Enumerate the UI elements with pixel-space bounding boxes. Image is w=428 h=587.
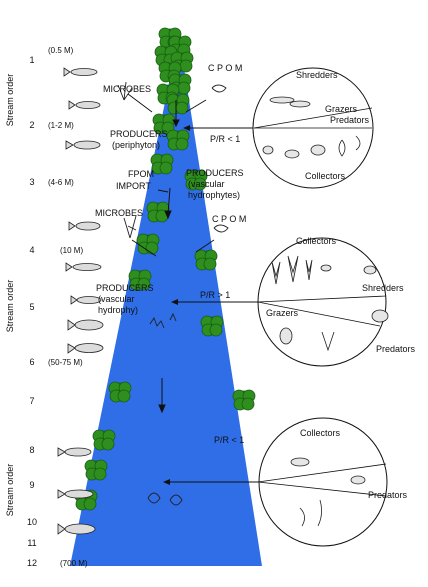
ratio-upper: P/R < 1 [210,134,240,144]
riparian-trees [74,27,256,511]
label-pointers [127,93,215,257]
producers-periphyton-sub: (periphyton) [112,140,160,150]
order-5: 5 [29,302,34,312]
leaf-icon [213,224,229,233]
lower-predators: Predators [368,490,408,500]
fish-icon [57,523,96,535]
order-8: 8 [29,445,34,455]
tree-icon [128,269,152,291]
middle-predators: Predators [376,344,416,354]
community-circle-upper: P/R < 1 Shredders Grazers Predators Coll… [183,67,374,189]
order-9: 9 [29,480,34,490]
tree-icon [232,389,256,411]
width-order-6: (50-75 M) [48,358,83,367]
width-order-2: (1-2 M) [48,121,74,130]
fish-icon [67,319,104,331]
order-11: 11 [27,538,36,548]
community-circle-middle: P/R > 1 Collectors Shredders Grazers Pre… [171,236,416,367]
tree-icon [166,129,190,151]
leaf-icon [211,84,227,93]
order-12: 12 [27,558,37,568]
order-7: 7 [29,396,34,406]
fish-icons [57,67,104,535]
fish-icon [63,67,98,77]
import-label: IMPORT [116,181,151,191]
axis-label-lower: Stream order [5,464,15,517]
producers-vascular-mid-sub2: hydrophy) [98,305,138,315]
producers-vascular-upper-label: PRODUCERS [186,168,244,178]
tree-icon [184,169,208,191]
cpom-label-upper: C P O M [208,63,242,73]
invertebrate-icons [271,255,389,352]
tree-icon [150,153,174,175]
middle-collectors: Collectors [296,236,337,246]
fish-icon [57,489,94,499]
detritus-icon [149,312,177,329]
middle-shredders: Shredders [362,283,404,293]
flow-arrows [158,100,180,414]
fpom-label: FPOM [128,169,154,179]
producers-periphyton-label: PRODUCERS [110,129,168,139]
axis-label-middle: Stream order [5,280,15,333]
community-circle-lower: P/R < 1 Collectors Predators [163,417,408,547]
ratio-middle: P/R > 1 [200,290,230,300]
width-order-4: (10 M) [60,246,83,255]
fish-icon [67,343,104,354]
middle-grazers: Grazers [266,308,299,318]
cpom-label-middle: C P O M [212,214,246,224]
fish-icon [68,100,101,110]
upper-shredders: Shredders [296,70,338,80]
producers-vascular-upper-sub2: hydrophytes) [188,190,240,200]
microbe-icon [117,81,133,101]
producers-vascular-mid-sub1: (vascular [98,294,135,304]
microbes-label-middle: MICROBES [95,208,143,218]
invertebrate-icons [262,96,361,159]
river-channel [70,68,262,566]
tree-icon [146,201,170,223]
microbe-icon [123,215,137,239]
diagram-labels: MICROBES C P O M PRODUCERS (periphyton) … [95,63,246,315]
detritus-icon [147,492,183,506]
tree-icon [200,315,224,337]
upper-predators: Predators [330,115,370,125]
order-2: 2 [29,120,34,130]
tree-icon [92,429,116,451]
stream-order-axis: 1 2 3 4 5 6 7 8 9 10 11 12 Stream order … [5,55,37,568]
width-order-3: (4-6 M) [48,178,74,187]
microbes-label-upper: MICROBES [103,84,151,94]
fish-icon [65,262,102,272]
tree-icon [84,459,108,481]
producers-vascular-mid-label: PRODUCERS [96,283,154,293]
lower-collectors: Collectors [300,428,341,438]
order-6: 6 [29,357,34,367]
fish-icon [65,140,101,150]
organism-sketches [117,81,229,506]
order-3: 3 [29,177,34,187]
producers-vascular-upper-sub1: (vascular [188,179,225,189]
axis-label-upper: Stream order [5,74,15,127]
stream-widths: (0.5 M) (1-2 M) (4-6 M) (10 M) (50-75 M)… [48,46,88,568]
order-1: 1 [29,55,34,65]
tree-icon [108,381,132,403]
fish-icon [70,295,102,305]
tree-icon [194,249,218,271]
fish-icon [57,447,92,457]
tree-icon [166,93,190,115]
ratio-lower: P/R < 1 [214,435,244,445]
order-4: 4 [29,245,34,255]
width-order-1: (0.5 M) [48,46,74,55]
order-10: 10 [27,517,37,527]
upper-grazers: Grazers [325,104,358,114]
width-order-12: (700 M) [60,559,88,568]
fish-icon [68,221,101,231]
invertebrate-icons [290,457,366,527]
upper-collectors: Collectors [305,171,346,181]
